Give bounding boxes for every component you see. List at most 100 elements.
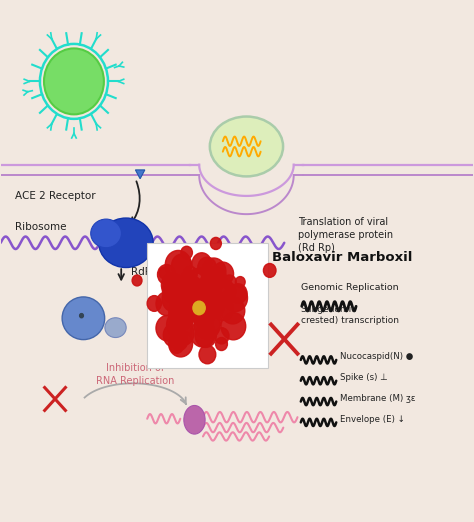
Circle shape xyxy=(178,289,198,311)
Ellipse shape xyxy=(91,219,121,248)
Circle shape xyxy=(196,282,221,310)
Circle shape xyxy=(163,276,188,304)
Text: Nucocaspid(N) ●: Nucocaspid(N) ● xyxy=(339,352,413,361)
Circle shape xyxy=(170,338,183,353)
Circle shape xyxy=(214,328,229,344)
Circle shape xyxy=(183,271,196,284)
Circle shape xyxy=(221,313,246,340)
Circle shape xyxy=(203,294,225,318)
Circle shape xyxy=(200,273,216,290)
Circle shape xyxy=(181,246,192,259)
Text: Membrane (M) ʒɛ: Membrane (M) ʒɛ xyxy=(339,394,415,403)
Circle shape xyxy=(169,298,193,324)
Ellipse shape xyxy=(99,218,153,267)
Circle shape xyxy=(211,301,223,314)
Text: Inhibition of
RNA Replication: Inhibition of RNA Replication xyxy=(96,362,174,386)
Circle shape xyxy=(165,278,186,302)
Circle shape xyxy=(196,282,215,303)
Circle shape xyxy=(201,258,226,285)
Text: ACE 2 Receptor: ACE 2 Receptor xyxy=(15,191,95,201)
Circle shape xyxy=(169,330,192,357)
Circle shape xyxy=(202,275,212,285)
Circle shape xyxy=(156,315,179,341)
Circle shape xyxy=(172,290,188,307)
Circle shape xyxy=(188,284,204,302)
Circle shape xyxy=(193,301,205,315)
Circle shape xyxy=(229,284,247,303)
Ellipse shape xyxy=(62,297,105,340)
Text: Subgenomic
crested) transcription: Subgenomic crested) transcription xyxy=(301,305,399,326)
Circle shape xyxy=(182,276,203,299)
Circle shape xyxy=(161,273,183,297)
Circle shape xyxy=(199,345,216,364)
Circle shape xyxy=(192,253,211,274)
Circle shape xyxy=(195,304,213,324)
Circle shape xyxy=(181,295,206,322)
Circle shape xyxy=(177,277,187,289)
Circle shape xyxy=(132,275,142,286)
Circle shape xyxy=(236,277,245,288)
Circle shape xyxy=(216,338,228,350)
Circle shape xyxy=(191,288,203,301)
Circle shape xyxy=(214,292,225,304)
Circle shape xyxy=(180,281,190,291)
Circle shape xyxy=(210,238,221,250)
Circle shape xyxy=(204,317,213,327)
Circle shape xyxy=(213,298,233,321)
Circle shape xyxy=(191,321,215,347)
Circle shape xyxy=(165,251,191,279)
Circle shape xyxy=(181,310,193,324)
Circle shape xyxy=(185,268,211,297)
Circle shape xyxy=(198,257,216,278)
Circle shape xyxy=(171,331,188,350)
Circle shape xyxy=(205,267,227,291)
Circle shape xyxy=(197,282,218,305)
Circle shape xyxy=(159,267,170,279)
Circle shape xyxy=(162,287,185,312)
Circle shape xyxy=(170,298,195,325)
Polygon shape xyxy=(136,170,145,179)
Circle shape xyxy=(166,311,192,339)
Circle shape xyxy=(193,305,214,328)
Circle shape xyxy=(176,289,201,317)
Circle shape xyxy=(44,49,104,114)
Text: Envelope (E) ↓: Envelope (E) ↓ xyxy=(339,415,404,424)
Circle shape xyxy=(212,262,234,286)
Circle shape xyxy=(194,310,220,339)
Circle shape xyxy=(199,308,221,333)
Ellipse shape xyxy=(184,406,205,434)
Text: Translation of viral
polymerase protein
(Rd Rp): Translation of viral polymerase protein … xyxy=(299,217,393,253)
Circle shape xyxy=(195,324,216,347)
Circle shape xyxy=(223,284,247,312)
FancyBboxPatch shape xyxy=(147,243,268,367)
Ellipse shape xyxy=(210,116,283,176)
Circle shape xyxy=(213,285,231,304)
Text: Genomic Replication: Genomic Replication xyxy=(301,282,399,292)
Text: Spike (s) ⊥: Spike (s) ⊥ xyxy=(339,373,387,382)
Circle shape xyxy=(203,295,217,311)
Circle shape xyxy=(172,254,192,277)
Circle shape xyxy=(184,302,199,319)
Circle shape xyxy=(178,304,191,319)
Circle shape xyxy=(264,264,276,277)
Circle shape xyxy=(157,265,176,284)
Circle shape xyxy=(169,306,188,327)
Ellipse shape xyxy=(105,318,126,338)
Circle shape xyxy=(193,300,210,318)
Circle shape xyxy=(176,275,201,302)
Circle shape xyxy=(164,323,185,347)
Circle shape xyxy=(181,271,192,283)
Circle shape xyxy=(80,314,83,318)
Circle shape xyxy=(168,288,180,301)
Text: Baloxavir Marboxil: Baloxavir Marboxil xyxy=(273,251,413,264)
Circle shape xyxy=(156,292,178,316)
Circle shape xyxy=(221,298,245,324)
Circle shape xyxy=(223,275,236,290)
Circle shape xyxy=(169,302,194,330)
Circle shape xyxy=(195,305,208,320)
Circle shape xyxy=(177,277,195,296)
Text: RdRp: RdRp xyxy=(131,267,158,278)
Circle shape xyxy=(147,295,162,311)
Text: Ribosome: Ribosome xyxy=(15,222,66,232)
Circle shape xyxy=(172,321,194,346)
